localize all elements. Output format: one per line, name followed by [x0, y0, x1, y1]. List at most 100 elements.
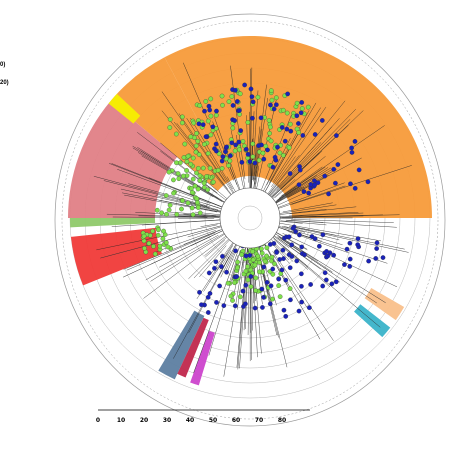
- blue-leaf: [220, 154, 226, 159]
- green-leaf: [190, 155, 196, 161]
- blue-leaf: [320, 283, 326, 289]
- blue-leaf: [299, 244, 305, 250]
- blue-leaf: [243, 146, 249, 152]
- blue-leaf: [312, 182, 318, 188]
- branch: [291, 226, 336, 236]
- tree-root-hub: [219, 187, 281, 249]
- green-leaf: [232, 148, 238, 154]
- green-leaf: [288, 121, 293, 127]
- green-leaf: [193, 143, 199, 149]
- blue-leaf: [315, 180, 321, 186]
- branch: [277, 204, 337, 214]
- branch: [243, 249, 249, 331]
- branch: [276, 108, 356, 191]
- branch: [254, 165, 260, 189]
- branch: [289, 226, 409, 253]
- green-leaf: [200, 165, 206, 171]
- long-branch: [123, 227, 231, 278]
- legend-fragment-a: 0): [0, 62, 6, 68]
- green-leaf: [277, 150, 283, 156]
- branch: [274, 156, 326, 198]
- green-leaf: [156, 227, 161, 233]
- branch: [108, 163, 230, 211]
- scale-tick-label: 50: [209, 417, 217, 424]
- green-leaf: [174, 160, 179, 166]
- blue-leaf: [355, 236, 361, 242]
- scale-tick-label: 20: [140, 417, 148, 424]
- blue-leaf: [239, 159, 245, 165]
- tree-root-inner: [237, 205, 263, 231]
- green-leaf: [166, 207, 172, 213]
- branch: [271, 106, 327, 188]
- scale-tick-label: 80: [278, 417, 286, 424]
- branch: [268, 100, 346, 196]
- green-leaf: [228, 293, 234, 299]
- blue-leaf: [307, 305, 312, 311]
- blue-leaf: [267, 242, 273, 247]
- branch: [254, 97, 268, 185]
- green-leaf: [188, 161, 194, 167]
- blue-leaf: [288, 297, 293, 303]
- clade-yellow: [108, 93, 141, 124]
- green-leaf: [227, 158, 233, 164]
- blue-leaf: [243, 253, 249, 259]
- blue-leaf: [320, 232, 326, 238]
- blue-leaf: [207, 291, 213, 296]
- green-leaf: [195, 200, 200, 205]
- clade-green: [70, 218, 156, 228]
- blue-leaf: [324, 249, 329, 254]
- branch: [183, 229, 221, 245]
- green-leaf: [305, 104, 311, 110]
- blue-leaf: [279, 125, 285, 130]
- branch: [280, 220, 327, 226]
- blue-leaf: [212, 265, 217, 271]
- green-leaf: [264, 253, 269, 259]
- blue-leaf: [232, 303, 238, 309]
- branch: [111, 163, 230, 211]
- branch: [120, 188, 225, 213]
- branch: [253, 84, 267, 191]
- blue-leaf: [214, 108, 219, 114]
- blue-leaf: [233, 248, 238, 254]
- green-leaf: [253, 288, 259, 293]
- branch: [271, 179, 296, 200]
- clade-slate-blue: [158, 310, 205, 380]
- green-leaf: [185, 153, 191, 159]
- blue-leaf: [365, 179, 371, 185]
- branch: [223, 252, 245, 377]
- blue-leaf: [296, 121, 301, 126]
- branch: [159, 200, 220, 213]
- blue-leaf: [335, 162, 341, 167]
- branch: [112, 216, 208, 218]
- blue-leaf: [261, 264, 267, 270]
- blue-leaf: [309, 234, 315, 239]
- blue-leaf: [297, 167, 303, 173]
- branch: [220, 239, 240, 278]
- blue-leaf: [242, 82, 247, 88]
- branch: [276, 220, 303, 224]
- blue-leaf: [344, 246, 350, 252]
- green-leaf: [161, 228, 166, 234]
- green-leaf: [179, 120, 185, 126]
- blue-leaf: [261, 295, 266, 300]
- green-leaf: [235, 259, 240, 265]
- blue-leaf: [224, 144, 229, 150]
- blue-leaf: [366, 258, 371, 264]
- branch: [282, 233, 398, 288]
- branch: [269, 142, 322, 198]
- green-leaf: [230, 298, 235, 303]
- branch: [196, 236, 239, 299]
- branch: [274, 244, 289, 261]
- tree-leaves: [140, 82, 386, 319]
- green-leaf: [184, 159, 190, 164]
- green-leaf: [226, 99, 232, 104]
- blue-leaf: [299, 283, 304, 289]
- branch: [271, 186, 302, 206]
- blue-leaf: [199, 302, 204, 308]
- branch: [272, 251, 334, 341]
- branch: [173, 121, 232, 195]
- branch: [273, 107, 321, 182]
- branch: [150, 233, 226, 282]
- blue-leaf: [300, 133, 306, 138]
